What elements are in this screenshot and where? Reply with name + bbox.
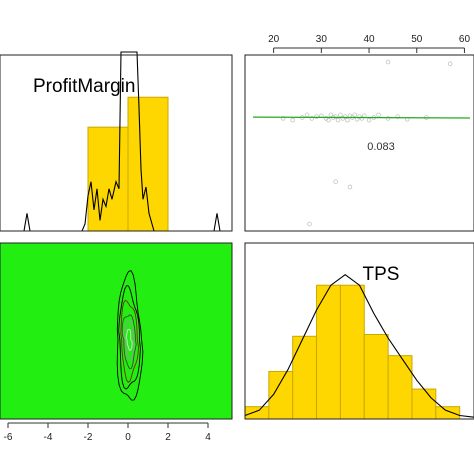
scatter-fit-line [252,116,471,119]
histogram-bar [363,334,389,420]
scatter-point [447,61,453,67]
density-background [0,243,232,419]
histogram-bar [339,284,365,420]
bottom-axis-tick-label: -4 [44,432,53,443]
density-contour [120,299,139,383]
scatter-point [309,116,315,121]
density-contour [121,314,137,370]
top-axis: 20 30 40 50 60 [268,34,470,53]
scatter-point [333,179,338,184]
top-axis-tick-label: 30 [316,34,328,45]
scatter-point [342,114,348,119]
scatter-point [376,112,381,118]
density-contour [125,328,133,351]
scatter-point [280,116,286,121]
scatter-point [335,117,341,123]
scatter-point [385,59,391,65]
profitmargin-histogram [87,96,169,232]
scatter-point [290,117,295,123]
top-axis-tick-label: 40 [363,34,375,45]
tps-histogram [244,284,461,420]
scatter-point [345,117,350,123]
histogram-bar [435,406,461,420]
scatter-point [366,117,372,123]
scatter-panel: 0.083 [244,54,474,232]
scatter-point [314,114,319,119]
correlation-label: 0.083 [367,141,395,153]
scatter-point [338,112,343,118]
bottom-axis: -6 -4 -2 0 2 4 [4,422,211,443]
bottom-axis-tick-label: 0 [125,432,131,443]
density-panel [0,242,233,420]
scatter-point [395,114,400,119]
histogram-bar [292,335,318,420]
density-contours [116,270,144,401]
tps-density-curve [244,274,474,418]
scatter-point [347,184,353,190]
histogram-bar [127,96,169,232]
bottom-axis-tick-label: -2 [84,432,93,443]
tps-title: TPS [363,264,400,285]
scatter-point [352,112,357,118]
tps-frame [244,242,474,420]
scatter-point [359,116,365,121]
scatter-point [326,117,331,123]
density-contour [123,320,135,361]
profitmargin-density-curve [0,51,232,232]
density-contour [116,270,144,401]
profitmargin-frame [0,54,233,232]
histogram-bar [316,284,341,420]
histogram-bar [87,126,129,232]
scatter-frame [244,54,474,232]
tps-panel: TPS [244,242,474,420]
density-contour [118,285,141,390]
top-axis-tick-label: 60 [459,34,471,45]
scatter-point [307,221,312,227]
profitmargin-title: ProfitMargin [33,76,135,97]
scatter-point [304,112,310,118]
scatter-point [333,114,338,119]
top-axis-tick-label: 50 [411,34,423,45]
profitmargin-panel: ProfitMargin [0,51,233,232]
bottom-axis-tick-label: -6 [4,432,13,443]
bottom-axis-tick-label: 2 [165,432,171,443]
scatter-point [328,112,334,118]
bottom-axis-tick-label: 4 [205,432,211,443]
scatter-point [385,116,391,121]
histogram-bar [387,355,413,420]
density-frame [0,242,233,420]
histogram-bar [411,388,437,420]
histogram-bar [244,406,270,420]
top-axis-tick-label: 20 [268,34,280,45]
